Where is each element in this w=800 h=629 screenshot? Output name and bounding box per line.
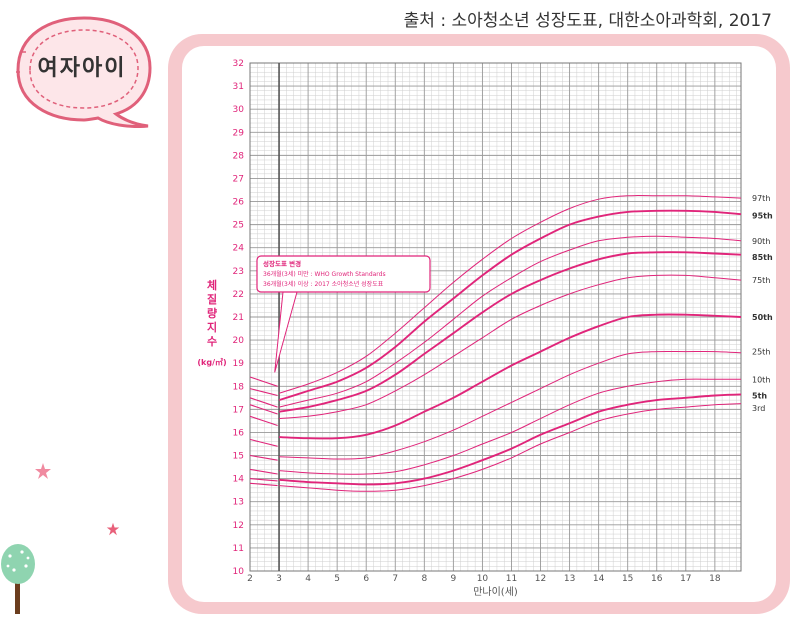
- who-curve-5th: [249, 478, 278, 482]
- y-tick-label: 23: [233, 267, 244, 277]
- y-tick-label: 16: [233, 428, 245, 438]
- who-curve-3rd: [249, 482, 278, 487]
- x-tick-label: 17: [680, 574, 691, 584]
- who-curve-75th: [249, 415, 278, 427]
- y-tick-label: 26: [233, 198, 245, 208]
- y-tick-label: 31: [233, 82, 244, 92]
- star-icon: [106, 522, 120, 536]
- x-tick-label: 5: [334, 574, 340, 584]
- y-axis-unit: (kg/㎡): [197, 357, 226, 367]
- who-curve-25th: [249, 454, 278, 461]
- y-tick-label: 32: [233, 59, 244, 69]
- y-tick-label: 14: [233, 475, 245, 485]
- percentile-curve-25th: [279, 350, 742, 460]
- y-tick-label: 25: [233, 221, 244, 231]
- who-curve-85th: [249, 404, 278, 415]
- x-tick-label: 6: [363, 574, 369, 584]
- grid-layer: [249, 62, 741, 572]
- y-tick-label: 22: [233, 290, 244, 300]
- bmi-chart: 1011121314151617181920212223242526272829…: [197, 59, 773, 598]
- y-axis-title-char: 체: [207, 278, 217, 292]
- badge-label: 여자아이: [37, 56, 127, 81]
- y-tick-label: 19: [233, 359, 245, 369]
- percentile-curve-97th: [278, 195, 742, 394]
- y-tick-label: 11: [233, 544, 244, 554]
- x-tick-label: 13: [564, 574, 575, 584]
- x-tick-label: 8: [421, 574, 427, 584]
- x-tick-label: 3: [276, 574, 282, 584]
- x-tick-label: 12: [535, 574, 546, 584]
- y-tick-label: 17: [233, 405, 244, 415]
- percentile-label: 3rd: [752, 404, 765, 413]
- x-tick-label: 14: [593, 574, 605, 584]
- source-citation: 출처 : 소아청소년 성장도표, 대한소아과학회, 2017: [403, 11, 772, 31]
- annotation-title: 성장도표 변경: [263, 259, 301, 268]
- percentile-curve-5th: [279, 393, 742, 486]
- y-axis-title-char: 지: [207, 320, 217, 334]
- percentile-label: 97th: [752, 194, 770, 203]
- tree-icon: [1, 544, 35, 614]
- annotation-box: [256, 255, 431, 293]
- y-tick-label: 18: [233, 382, 245, 392]
- star-icon: [35, 463, 51, 479]
- who-curve-97th: [249, 376, 278, 387]
- y-tick-label: 29: [233, 128, 245, 138]
- y-tick-label: 20: [233, 336, 245, 346]
- y-axis-title-char: 질: [207, 293, 217, 306]
- percentile-curve-3rd: [279, 403, 742, 492]
- speech-bubble: [16, 16, 152, 128]
- who-curve-50th: [249, 438, 278, 447]
- y-tick-label: 10: [233, 567, 245, 577]
- annotation-line: 36개월(3세) 이상 : 2017 소아청소년 성장도표: [263, 280, 384, 288]
- x-tick-label: 11: [506, 574, 517, 584]
- who-curve-10th: [249, 468, 278, 475]
- x-tick-label: 15: [622, 574, 633, 584]
- percentile-label: 5th: [752, 392, 767, 401]
- y-tick-label: 28: [233, 151, 245, 161]
- y-tick-label: 13: [233, 498, 244, 508]
- percentile-label: 95th: [752, 211, 773, 220]
- x-tick-label: 7: [392, 574, 398, 584]
- y-tick-label: 21: [233, 313, 244, 323]
- who-curve-95th: [249, 388, 278, 397]
- annotation-line: 36개월(3세) 미만 : WHO Growth Standards: [263, 270, 386, 278]
- x-tick-label: 4: [305, 574, 311, 584]
- percentile-label: 75th: [752, 276, 770, 285]
- x-tick-label: 10: [477, 574, 489, 584]
- percentile-curve-85th: [278, 251, 742, 413]
- percentile-curve-90th: [278, 235, 742, 408]
- x-tick-label: 9: [451, 574, 457, 584]
- percentile-curve-75th: [279, 274, 742, 420]
- percentile-label: 90th: [752, 237, 770, 246]
- y-axis-title-char: 량: [207, 307, 217, 320]
- y-axis-title-char: 수: [207, 335, 217, 348]
- percentile-label: 50th: [752, 313, 773, 322]
- y-tick-label: 30: [233, 105, 245, 115]
- percentile-label: 85th: [752, 253, 773, 262]
- percentile-label: 25th: [752, 348, 770, 357]
- percentile-curve-50th: [279, 313, 742, 440]
- y-tick-label: 27: [233, 174, 244, 184]
- x-tick-label: 18: [709, 574, 721, 584]
- y-tick-label: 12: [233, 521, 244, 531]
- x-axis-title: 만나이(세): [473, 586, 518, 598]
- percentile-label: 10th: [752, 375, 770, 384]
- percentile-curve-10th: [279, 378, 741, 475]
- y-tick-label: 15: [233, 452, 244, 462]
- x-tick-label: 2: [247, 574, 253, 584]
- percentile-curve-95th: [278, 209, 742, 402]
- x-tick-label: 16: [651, 574, 663, 584]
- who-curve-90th: [249, 397, 278, 408]
- y-tick-label: 24: [233, 244, 245, 254]
